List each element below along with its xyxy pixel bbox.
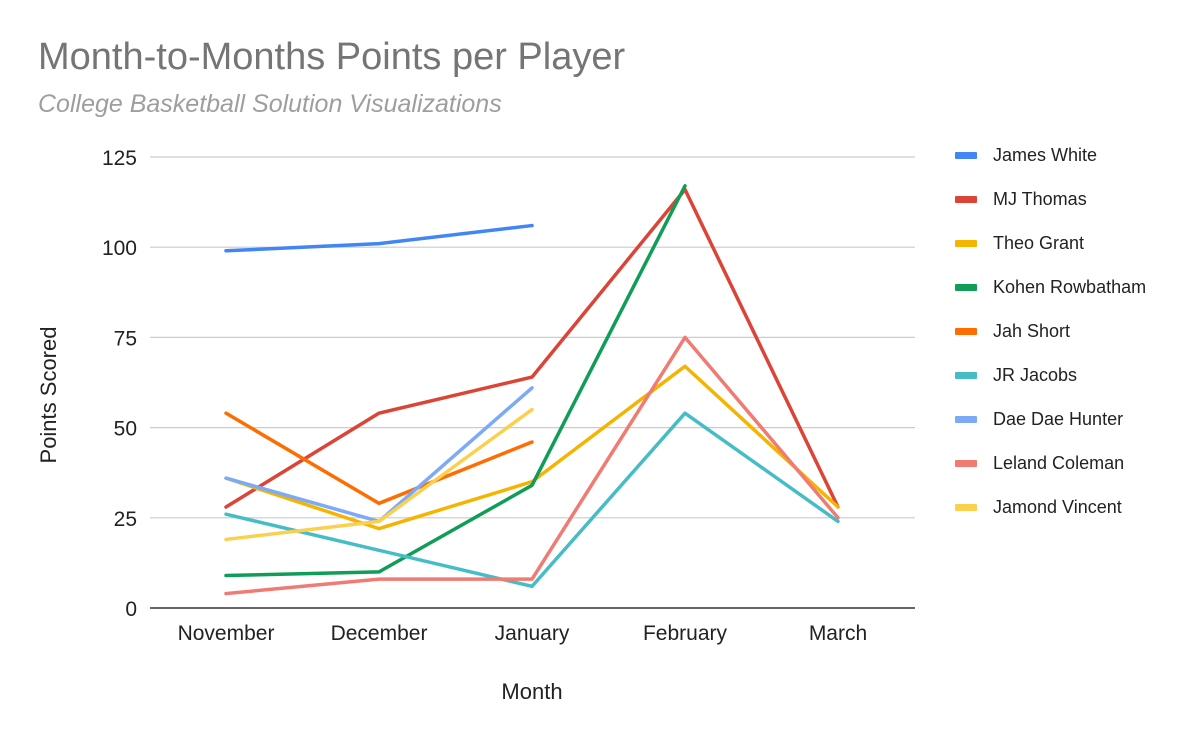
series-line-jah-short [224,411,534,506]
legend-swatch [955,196,977,203]
legend-label: James White [993,145,1097,165]
legend: James White MJ Thomas Theo Grant Kohen Rowb… [955,145,1146,517]
grid-lines [150,156,915,519]
legend-label: Kohen Rowbatham [993,277,1146,297]
legend-swatch [955,284,977,291]
y-tick-label: 50 [114,418,137,441]
legend-label: Leland Coleman [993,453,1124,473]
x-tick-label: December [331,622,428,645]
x-tick-label: March [809,622,867,645]
chart-subtitle: College Basketball Solution Visualizatio… [38,90,502,118]
y-axis-label: Points Scored [36,327,61,464]
legend-label: JR Jacobs [993,365,1077,385]
legend-swatch [955,416,977,423]
axes: 0 25 50 75 100 125 November December January Febr… [102,147,915,645]
legend-label: Dae Dae Hunter [993,409,1123,429]
legend-swatch [955,372,977,379]
series-line-kohen-rowbatham [224,184,687,578]
series-line-jamond-vincent [224,407,534,542]
legend-swatch [955,504,977,511]
series-lines [224,184,840,596]
chart-title: Month-to-Months Points per Player [38,36,626,78]
series-line-james-white [224,223,534,253]
legend-label: Theo Grant [993,233,1084,253]
legend-swatch [955,460,977,467]
y-tick-label: 100 [102,237,137,260]
x-tick-label: January [495,622,570,645]
x-tick-label: November [178,622,275,645]
y-tick-label: 0 [125,598,137,621]
y-tick-label: 75 [114,327,137,350]
legend-swatch [955,240,977,247]
legend-swatch [955,328,977,335]
legend-label: MJ Thomas [993,189,1087,209]
series-line-leland-coleman [224,335,840,596]
x-axis-label: Month [501,679,562,704]
x-tick-label: February [643,622,728,645]
series-line-mj-thomas [224,187,840,509]
legend-label: Jamond Vincent [993,497,1122,517]
legend-label: Jah Short [993,321,1070,341]
y-tick-label: 25 [114,508,137,531]
y-tick-label: 125 [102,147,137,170]
legend-swatch [955,152,977,159]
series-line-jr-jacobs [224,411,840,589]
